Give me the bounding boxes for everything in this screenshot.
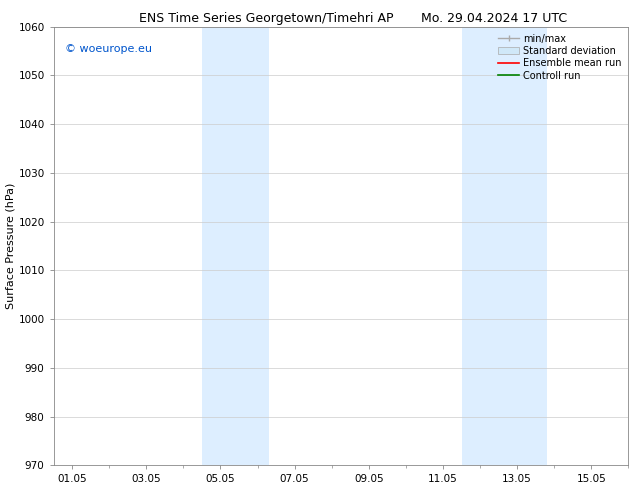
Text: Mo. 29.04.2024 17 UTC: Mo. 29.04.2024 17 UTC xyxy=(422,12,567,25)
Bar xyxy=(462,27,547,465)
Y-axis label: Surface Pressure (hPa): Surface Pressure (hPa) xyxy=(6,183,16,309)
Legend: min/max, Standard deviation, Ensemble mean run, Controll run: min/max, Standard deviation, Ensemble me… xyxy=(496,31,624,83)
Text: ENS Time Series Georgetown/Timehri AP: ENS Time Series Georgetown/Timehri AP xyxy=(139,12,394,25)
Bar xyxy=(202,27,269,465)
Text: © woeurope.eu: © woeurope.eu xyxy=(65,44,152,54)
